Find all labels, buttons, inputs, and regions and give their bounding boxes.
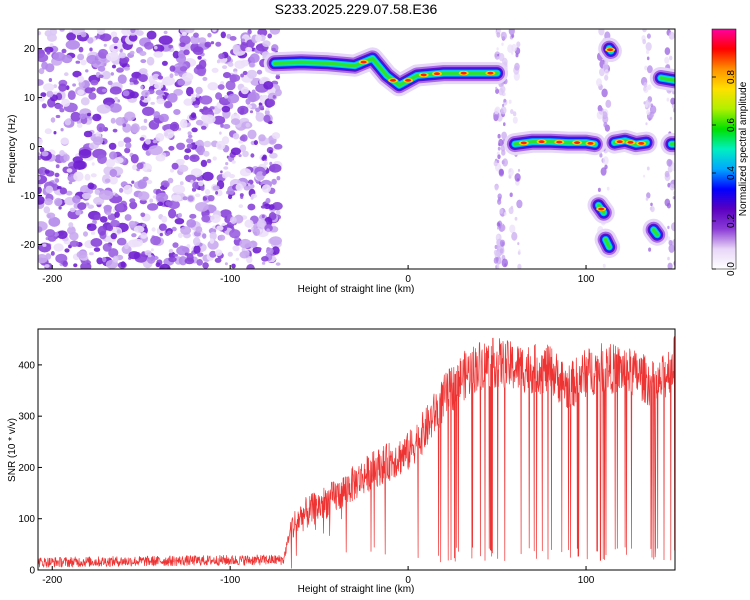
y-tick-label: 300 <box>18 412 35 423</box>
x-tick-label: 0 <box>405 274 411 285</box>
y-tick-label: 200 <box>18 463 35 474</box>
colorbar-tick-label: 0.6 <box>726 118 737 132</box>
spectrogram-y-label: Frequency (Hz) <box>7 115 18 184</box>
snr-x-ticks: -200 -100 0 100 <box>42 566 595 586</box>
colorbar-ticks: 0.0 0.2 0.4 0.6 0.8 <box>712 70 737 276</box>
spectrogram-track-3 <box>587 194 615 224</box>
spectrogram-track-2 <box>603 129 658 156</box>
colorbar: 0.0 0.2 0.4 0.6 0.8 Normalized spectral ampl… <box>711 28 749 276</box>
snr-x-label: Height of straight line (km) <box>298 584 415 595</box>
y-tick-label: 0 <box>29 566 35 577</box>
spectrogram-track-1 <box>503 130 606 156</box>
spectrogram-frame <box>37 28 676 270</box>
x-tick-label: -100 <box>220 274 240 285</box>
spectrogram-tracks <box>263 37 675 258</box>
spectrogram-noise-field <box>38 29 675 269</box>
snr-y-ticks: 0 100 200 300 400 <box>18 360 42 577</box>
colorbar-gradient <box>711 28 737 270</box>
y-tick-label: 20 <box>24 44 36 55</box>
y-tick-label: 100 <box>18 514 35 525</box>
spectrogram-track-6 <box>642 218 669 246</box>
y-tick-label: 0 <box>29 142 35 153</box>
spectrogram-x-label: Height of straight line (km) <box>298 284 415 295</box>
y-tick-label: 400 <box>18 360 35 371</box>
x-tick-label: 0 <box>405 575 411 586</box>
snr-frame <box>37 328 676 571</box>
x-tick-label: 100 <box>578 274 595 285</box>
x-tick-label: -200 <box>42 274 62 285</box>
spectrogram-track-0 <box>263 47 509 97</box>
snr-series-line <box>38 336 675 569</box>
figure-title: S233.2025.229.07.58.E36 <box>275 1 438 17</box>
snr-panel: -200 -100 0 100 0 100 200 300 400 Height of str… <box>7 328 676 595</box>
spectrogram-x-ticks: -200 -100 0 100 <box>42 265 595 285</box>
x-tick-label: -200 <box>42 575 62 586</box>
colorbar-tick-label: 0.2 <box>726 214 737 228</box>
y-tick-label: -10 <box>21 191 36 202</box>
colorbar-tick-label: 0.8 <box>726 70 737 84</box>
spectrogram-y-ticks: 20 10 0 -10 -20 <box>21 44 42 251</box>
spectrogram-track-5 <box>594 228 621 258</box>
colorbar-label: Normalized spectral amplitude <box>738 81 749 216</box>
y-tick-label: 10 <box>24 93 36 104</box>
colorbar-tick-label: 0.0 <box>726 262 737 276</box>
snr-y-label: SNR (10 * v/v) <box>7 418 18 482</box>
x-tick-label: 100 <box>578 575 595 586</box>
colorbar-tick-label: 0.4 <box>726 166 737 180</box>
x-tick-label: -100 <box>220 575 240 586</box>
spectrogram-track-7 <box>649 67 675 92</box>
y-tick-label: -20 <box>21 240 36 251</box>
spectrogram-track-4 <box>598 37 622 62</box>
